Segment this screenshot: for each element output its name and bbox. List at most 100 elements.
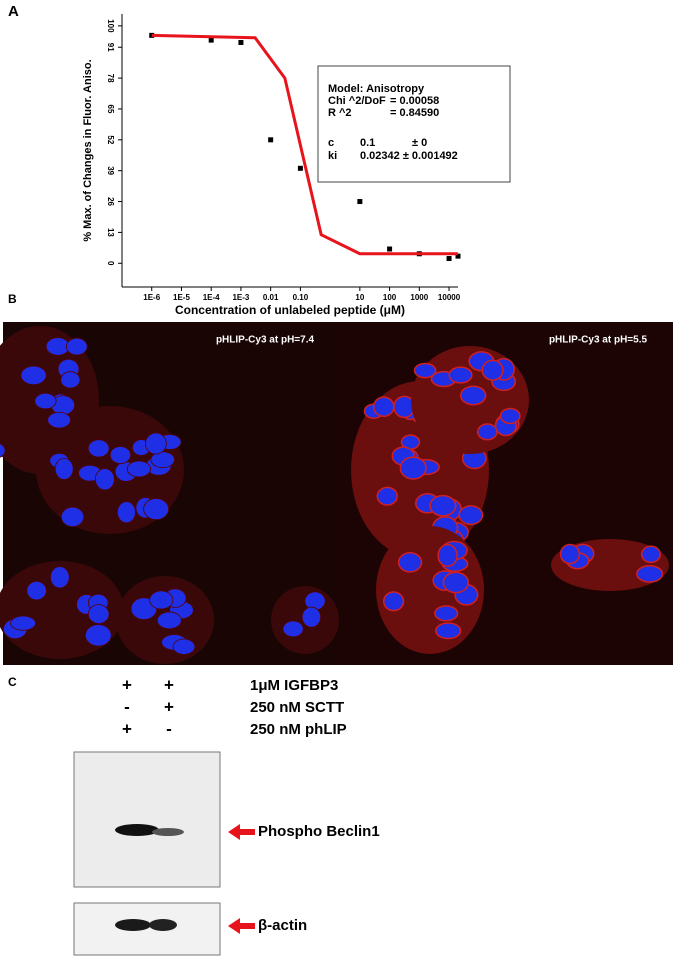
nucleus [87, 604, 110, 625]
y-tick-label: 100 [106, 19, 115, 33]
nucleus [144, 432, 167, 455]
nucleus [60, 371, 81, 389]
y-tick-label: 39 [106, 166, 115, 175]
nucleus [20, 365, 47, 386]
fit-box-text: R ^2 [328, 107, 352, 119]
x-tick-label: 1E-4 [203, 293, 220, 302]
data-point [387, 246, 393, 252]
y-tick-label: 78 [106, 74, 115, 83]
nucleus [459, 385, 487, 406]
nucleus [448, 366, 473, 384]
micrograph-label: pHLIP-Cy3 at pH=5.5 [549, 335, 648, 346]
data-point [357, 199, 363, 205]
treatment-label: 250 nM SCTT [250, 699, 344, 716]
y-tick-label: 13 [106, 228, 115, 237]
y-tick-label: 52 [106, 135, 115, 144]
x-tick-label: 10 [355, 293, 364, 302]
blot-frame [73, 902, 221, 956]
nucleus [376, 486, 398, 506]
nucleus [84, 624, 112, 647]
nucleus [429, 494, 457, 517]
x-tick-label: 1E-3 [232, 293, 249, 302]
treatment-sign: + [164, 697, 174, 716]
fit-box-text: 0.02342 ± 0.001492 [360, 150, 458, 162]
nucleus [481, 359, 504, 381]
data-point [446, 256, 452, 262]
data-point [268, 137, 274, 143]
x-tick-label: 1000 [410, 293, 428, 302]
blot-band [115, 824, 159, 836]
nucleus [382, 591, 405, 612]
treatment-sign: + [122, 719, 132, 738]
arrow [228, 824, 255, 840]
treatment-label: 250 nM phLIP [250, 721, 347, 738]
nucleus [47, 411, 71, 429]
nucleus [54, 457, 74, 480]
fit-box-text: = 0.84590 [390, 107, 439, 119]
fit-box-text: Model: Anisotropy [328, 83, 425, 95]
nucleus [372, 396, 395, 418]
arrow [228, 918, 255, 934]
nucleus [399, 456, 427, 480]
fit-box-text: = 0.00058 [390, 95, 439, 107]
nucleus [94, 468, 115, 491]
treatment-label: 1μM IGFBP3 [250, 677, 338, 694]
y-tick-label: 0 [106, 261, 115, 266]
blot-frame [73, 751, 221, 888]
x-tick-label: 10000 [438, 293, 461, 302]
nucleus [49, 566, 70, 589]
nucleus [476, 423, 498, 441]
panel-label: A [8, 3, 19, 20]
data-point [297, 165, 303, 171]
nucleus [10, 615, 37, 631]
micrograph [0, 322, 673, 665]
band-label: Phospho Beclin1 [258, 823, 380, 840]
treatment-sign: - [166, 719, 172, 738]
nucleus [282, 620, 304, 638]
nucleus [65, 337, 88, 356]
fit-box-text: ± 0 [412, 137, 427, 149]
band-label: β-actin [258, 917, 307, 934]
nucleus [0, 443, 6, 458]
fit-box-text: ki [328, 150, 337, 162]
treatment-sign: + [122, 675, 132, 694]
nucleus [559, 543, 581, 565]
x-tick-label: 1E-5 [173, 293, 190, 302]
nucleus [126, 460, 152, 478]
x-tick-label: 0.10 [293, 293, 309, 302]
fit-box-text: Chi ^2/DoF [328, 95, 386, 107]
treatment-sign: - [124, 697, 130, 716]
nucleus [413, 362, 437, 379]
nucleus [26, 580, 47, 601]
panel-label: B [8, 292, 17, 306]
fit-box-text: c [328, 137, 334, 149]
x-tick-label: 100 [383, 293, 397, 302]
blot-band [149, 919, 177, 931]
y-tick-label: 91 [106, 43, 115, 52]
nucleus [301, 606, 322, 628]
nucleus [499, 407, 521, 425]
nucleus [636, 565, 664, 583]
blot-band [115, 919, 151, 931]
nucleus [397, 552, 423, 573]
y-tick-label: 26 [106, 197, 115, 206]
y-axis-label: % Max. of Changes in Fluor. Aniso. [82, 59, 94, 241]
nucleus [156, 611, 182, 630]
fit-line [151, 33, 458, 256]
nucleus [87, 439, 110, 458]
treatment-sign: + [164, 675, 174, 694]
nucleus [442, 571, 470, 594]
micrograph-label: pHLIP-Cy3 at pH=7.4 [216, 335, 315, 346]
nucleus [149, 590, 174, 610]
nucleus [34, 392, 57, 410]
panel-label: C [8, 675, 17, 689]
x-axis-label: Concentration of unlabeled peptide (μM) [175, 303, 405, 317]
nucleus [458, 505, 484, 526]
nucleus [143, 498, 170, 521]
y-tick-label: 65 [106, 105, 115, 114]
fit-box-text: 0.1 [360, 137, 375, 149]
nucleus [434, 622, 462, 640]
x-tick-label: 0.01 [263, 293, 279, 302]
nucleus [640, 545, 661, 564]
